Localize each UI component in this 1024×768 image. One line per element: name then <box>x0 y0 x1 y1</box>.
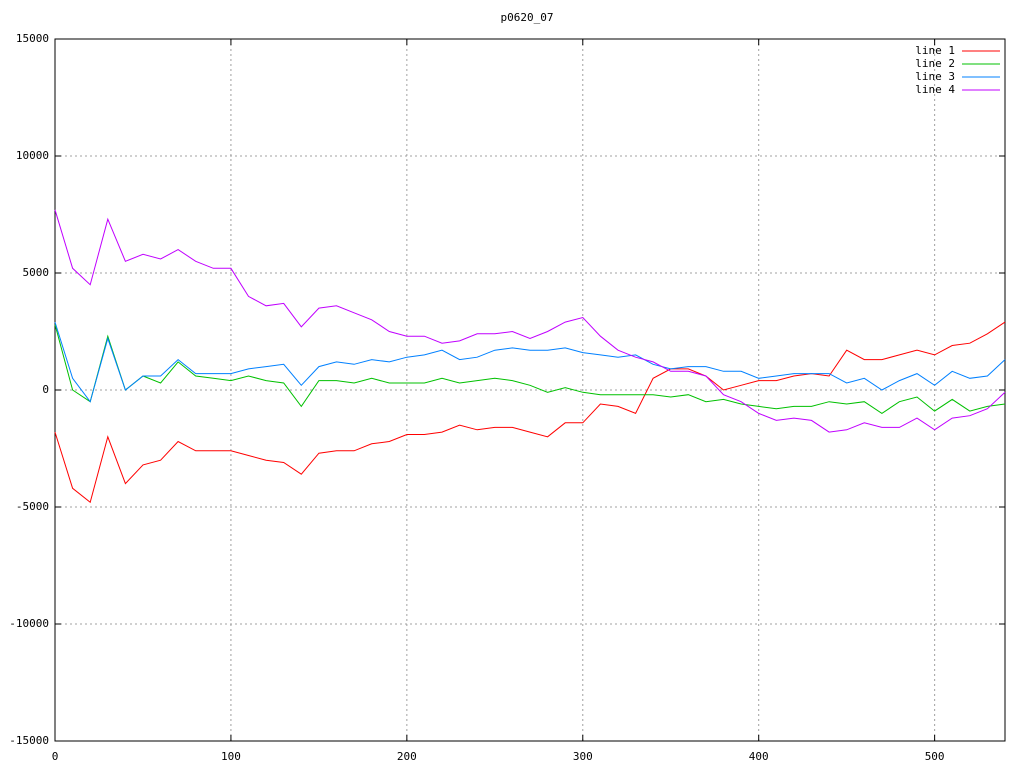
y-tick-label: -5000 <box>16 500 49 513</box>
y-tick-label: 5000 <box>23 266 50 279</box>
legend-label: line 1 <box>915 44 955 57</box>
series-line <box>54 321 1006 403</box>
y-tick-label: 0 <box>42 383 49 396</box>
series-line <box>54 209 1006 433</box>
legend-label: line 2 <box>915 57 955 70</box>
legend-label: line 4 <box>915 83 955 96</box>
y-tick-label: 15000 <box>16 32 49 45</box>
x-tick-label: 200 <box>397 750 417 763</box>
y-tick-label: -10000 <box>9 617 49 630</box>
x-tick-label: 400 <box>749 750 769 763</box>
chart-title: p0620_07 <box>501 11 554 24</box>
series-line <box>54 324 1006 415</box>
x-tick-label: 500 <box>925 750 945 763</box>
plot-frame <box>54 38 1006 742</box>
legend-label: line 3 <box>915 70 955 83</box>
x-tick-label: 0 <box>52 750 59 763</box>
x-tick-label: 300 <box>573 750 593 763</box>
x-tick-label: 100 <box>221 750 241 763</box>
series-line <box>54 321 1006 504</box>
y-tick-label: 10000 <box>16 149 49 162</box>
y-tick-label: -15000 <box>9 734 49 747</box>
